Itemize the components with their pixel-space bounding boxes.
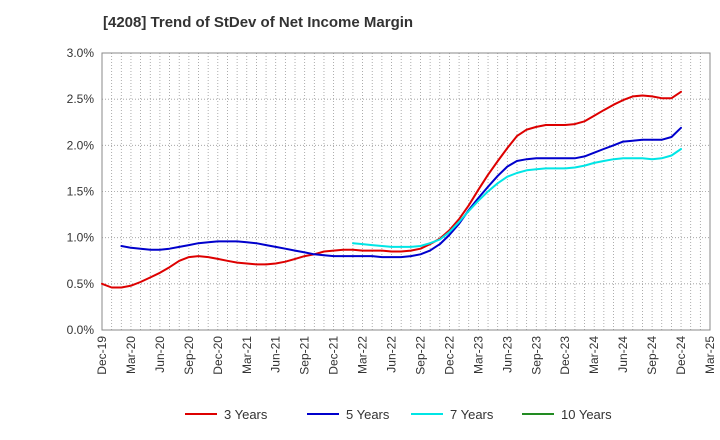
x-tick-label: Mar-22 xyxy=(356,336,370,374)
x-tick-label: Mar-25 xyxy=(703,336,717,374)
x-tick-label: Jun-22 xyxy=(385,336,399,373)
x-tick-label: Mar-20 xyxy=(124,336,138,374)
y-tick-label: 3.0% xyxy=(67,46,95,60)
x-tick-label: Dec-22 xyxy=(442,336,456,375)
y-tick-label: 0.5% xyxy=(67,277,95,291)
x-tick-label: Jun-21 xyxy=(269,336,283,373)
y-tick-label: 1.0% xyxy=(67,231,95,245)
x-tick-label: Jun-24 xyxy=(616,336,630,373)
x-tick-label: Sep-20 xyxy=(182,336,196,375)
x-tick-label: Mar-23 xyxy=(471,336,485,374)
y-tick-label: 2.0% xyxy=(67,138,95,152)
y-tick-label: 2.5% xyxy=(67,92,95,106)
x-tick-label: Sep-22 xyxy=(413,336,427,375)
x-tick-label: Jun-20 xyxy=(153,336,167,373)
series-line xyxy=(120,126,682,259)
x-tick-label: Dec-23 xyxy=(558,336,572,375)
x-tick-label: Dec-19 xyxy=(95,336,109,375)
legend-label: 3 Years xyxy=(224,407,268,422)
plot-border xyxy=(101,52,711,331)
x-tick-label: Sep-23 xyxy=(529,336,543,375)
x-tick-label: Dec-24 xyxy=(674,336,688,375)
x-tick-label: Mar-21 xyxy=(240,336,254,374)
x-tick-label: Jun-23 xyxy=(500,336,514,373)
series-line xyxy=(101,90,682,289)
x-tick-label: Mar-24 xyxy=(587,336,601,374)
y-tick-label: 1.5% xyxy=(67,185,95,199)
x-tick-label: Dec-20 xyxy=(211,336,225,375)
y-tick-label: 0.0% xyxy=(67,323,95,337)
legend-label: 5 Years xyxy=(346,407,390,422)
x-tick-label: Sep-21 xyxy=(298,336,312,375)
series-line xyxy=(352,148,682,248)
legend-label: 10 Years xyxy=(561,407,612,422)
legend-label: 7 Years xyxy=(450,407,494,422)
chart-title: [4208] Trend of StDev of Net Income Marg… xyxy=(103,14,414,31)
x-tick-label: Sep-24 xyxy=(645,336,659,375)
x-tick-label: Dec-21 xyxy=(327,336,341,375)
